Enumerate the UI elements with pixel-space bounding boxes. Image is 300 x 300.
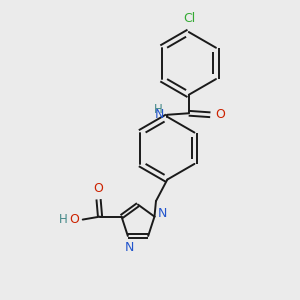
Text: O: O — [94, 182, 103, 195]
Text: N: N — [124, 241, 134, 254]
Text: O: O — [216, 108, 226, 121]
Text: H: H — [58, 213, 67, 226]
Text: O: O — [69, 213, 79, 226]
Text: H: H — [153, 103, 162, 116]
Text: Cl: Cl — [183, 13, 196, 26]
Text: N: N — [158, 207, 167, 220]
Text: N: N — [154, 108, 164, 121]
